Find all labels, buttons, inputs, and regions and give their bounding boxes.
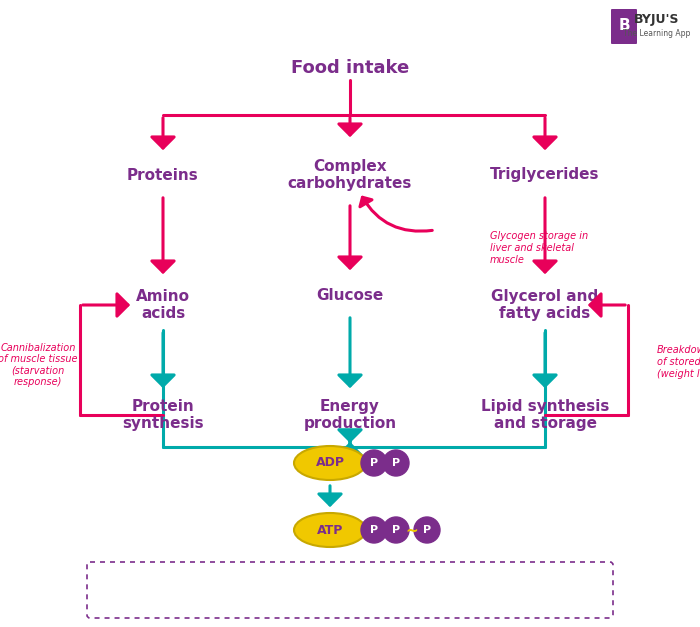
Text: ~: ~	[405, 524, 419, 539]
Text: Energy
production: Energy production	[303, 399, 397, 431]
Text: Amino
acids: Amino acids	[136, 289, 190, 321]
Circle shape	[361, 517, 387, 543]
Text: P: P	[370, 458, 378, 468]
Text: P: P	[392, 458, 400, 468]
Text: Anabolic reactions: Anabolic reactions	[393, 584, 538, 598]
FancyBboxPatch shape	[611, 9, 637, 44]
Text: P: P	[370, 525, 378, 535]
Text: B: B	[618, 19, 630, 33]
Text: The Learning App: The Learning App	[623, 29, 691, 38]
FancyBboxPatch shape	[608, 6, 694, 48]
Ellipse shape	[294, 513, 366, 547]
Text: Lipid synthesis
and storage: Lipid synthesis and storage	[481, 399, 609, 431]
Circle shape	[361, 450, 387, 476]
Text: P: P	[423, 525, 431, 535]
Text: Cannibalization
of muscle tissue
(starvation
response): Cannibalization of muscle tissue (starva…	[0, 342, 78, 387]
Circle shape	[383, 450, 409, 476]
Text: Glycerol and
fatty acids: Glycerol and fatty acids	[491, 289, 598, 321]
Text: Protein
synthesis: Protein synthesis	[122, 399, 204, 431]
Text: Glycogen storage in
liver and skeletal
muscle: Glycogen storage in liver and skeletal m…	[490, 231, 588, 265]
Circle shape	[414, 517, 440, 543]
FancyBboxPatch shape	[87, 562, 613, 618]
Text: Glucose: Glucose	[316, 288, 384, 302]
Text: Food intake: Food intake	[291, 59, 409, 77]
Text: Catabolic reactions: Catabolic reactions	[168, 584, 319, 598]
Circle shape	[383, 517, 409, 543]
Ellipse shape	[294, 446, 366, 480]
Text: Triglycerides: Triglycerides	[490, 167, 600, 182]
Text: Complex
carbohydrates: Complex carbohydrates	[288, 159, 412, 191]
Text: BYJU'S: BYJU'S	[634, 14, 680, 26]
Text: ATP: ATP	[317, 524, 343, 537]
Text: P: P	[392, 525, 400, 535]
Text: Proteins: Proteins	[127, 167, 199, 182]
Text: Breakdown
of stored fat
(weight loss): Breakdown of stored fat (weight loss)	[657, 345, 700, 379]
Text: ADP: ADP	[316, 456, 344, 470]
